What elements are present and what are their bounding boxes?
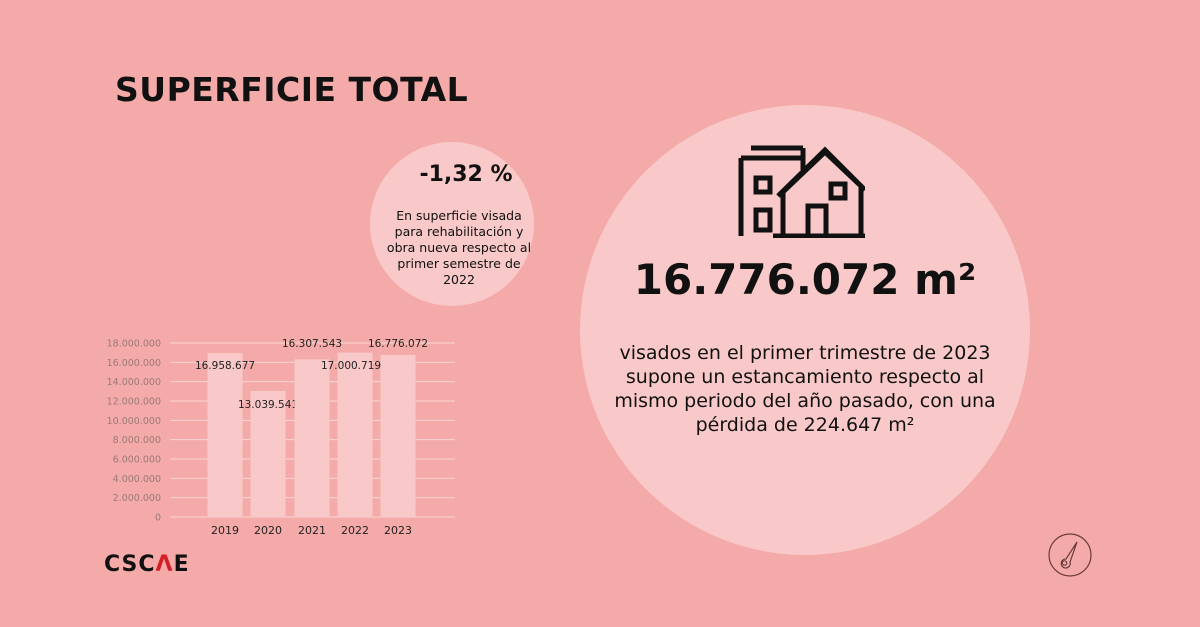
bar-2022 (337, 352, 373, 517)
logo-accent: Λ (155, 552, 174, 577)
percent-change-circle: -1,32 % En superficie visada para rehabi… (370, 142, 534, 306)
y-tick-label: 16.000.000 (107, 358, 161, 369)
y-tick-label: 10.000.000 (107, 416, 161, 427)
y-tick-label: 4.000.000 (113, 474, 161, 485)
total-area-value: 16.776.072 m² (633, 255, 977, 304)
logo-text: CSC (104, 552, 156, 577)
data-label: 17.000.719 (321, 360, 381, 372)
x-tick-label: 2023 (384, 524, 412, 537)
logo-text-end: E (173, 552, 190, 577)
y-tick-label: 14.000.000 (107, 377, 161, 388)
y-tick-label: 12.000.000 (107, 397, 161, 408)
bar-2021 (294, 359, 330, 517)
y-tick-label: 18.000.000 (107, 339, 161, 350)
data-label: 16.958.677 (195, 360, 255, 372)
percent-change: -1,32 % (419, 162, 513, 187)
total-area-description: visados en el primer trimestre de 2023 s… (614, 342, 996, 436)
y-tick-label: 0 (155, 513, 161, 524)
y-tick-label: 6.000.000 (113, 455, 161, 466)
x-tick-label: 2020 (254, 524, 282, 537)
y-tick-label: 2.000.000 (113, 493, 161, 504)
x-tick-label: 2021 (298, 524, 326, 537)
main-stat-circle: 16.776.072 m² visados en el primer trime… (580, 105, 1030, 555)
x-tick-label: 2019 (211, 524, 239, 537)
data-label: 16.307.543 (282, 338, 342, 350)
data-label: 13.039.541 (238, 399, 298, 411)
bar-2019 (207, 353, 243, 517)
bar-2023 (380, 354, 416, 517)
cscae-logo: CSCΛE (104, 552, 190, 577)
gauge-icon (1048, 533, 1092, 577)
page-title: SUPERFICIE TOTAL (115, 70, 469, 109)
percent-description: En superficie visada para rehabilitación… (386, 208, 532, 287)
data-label: 16.776.072 (368, 338, 428, 350)
house-building-icon (738, 145, 865, 238)
y-tick-label: 8.000.000 (113, 435, 161, 446)
bar-chart: 0 2.000.000 4.000.000 6.000.000 8.000.000 10.… (107, 338, 455, 537)
x-tick-label: 2022 (341, 524, 369, 537)
bar-2020 (250, 390, 286, 517)
